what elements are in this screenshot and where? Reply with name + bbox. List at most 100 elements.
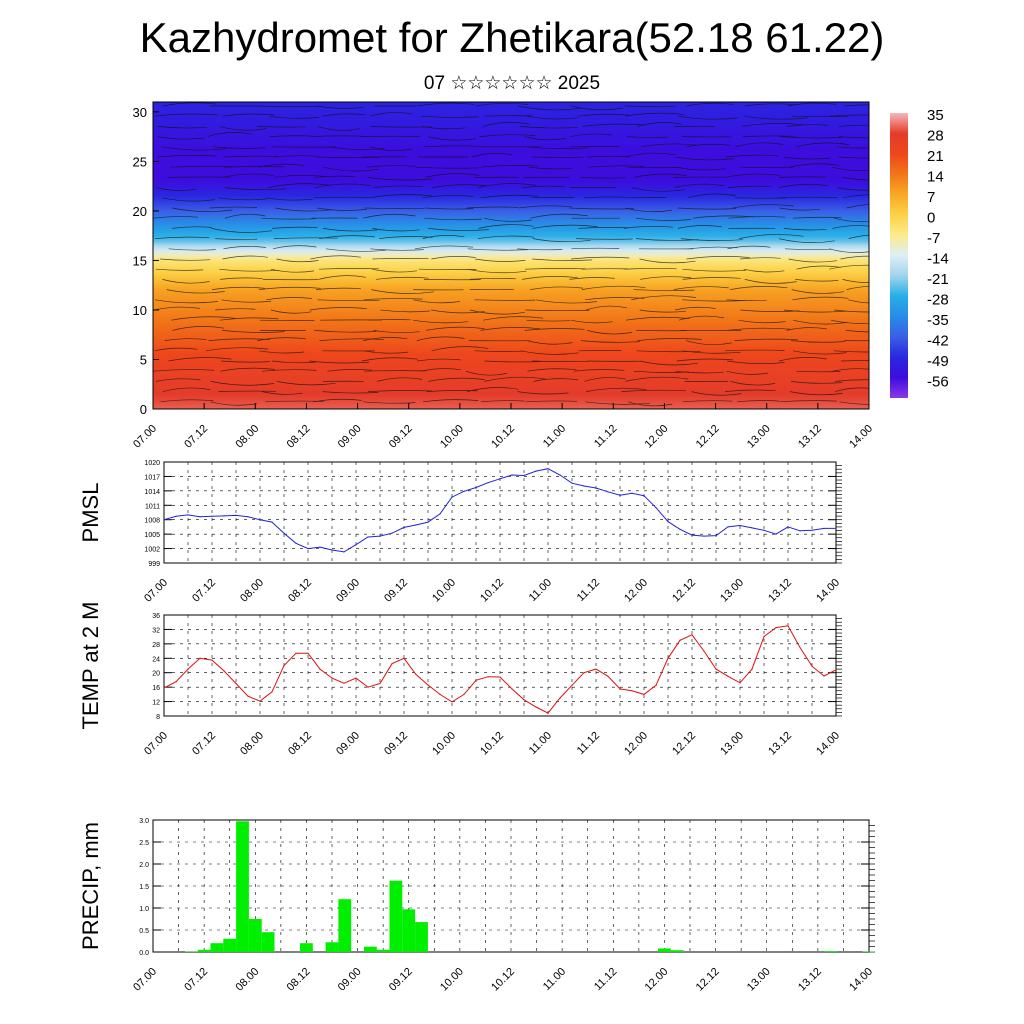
temp-point (835, 669, 837, 671)
streamline (530, 213, 588, 219)
pmsl-point (607, 491, 609, 493)
streamline (783, 309, 847, 313)
streamline (628, 401, 673, 407)
streamline (525, 268, 586, 270)
streamline (223, 166, 285, 168)
streamline (685, 340, 732, 346)
streamline (580, 340, 641, 343)
precip-bar (658, 948, 671, 952)
grid (163, 614, 837, 717)
x-tick-label: 10.12 (478, 577, 506, 605)
streamline (640, 143, 698, 148)
pmsl-point (211, 515, 213, 517)
streamline (223, 155, 279, 158)
streamline (837, 187, 869, 191)
streamline (779, 357, 827, 362)
streamline (570, 256, 630, 260)
pmsl-point (247, 516, 249, 518)
x-tick-label: 13.00 (745, 966, 773, 994)
temp-point (535, 706, 537, 708)
streamline (274, 174, 324, 178)
streamline (789, 163, 839, 168)
streamline (633, 289, 695, 291)
x-tick-label: 11.00 (527, 577, 554, 604)
streamline (162, 197, 216, 202)
x-tick-label: 11.00 (541, 423, 568, 450)
pmsl-point (271, 521, 273, 523)
temp-point (547, 712, 549, 714)
y-tick-label: 25 (133, 154, 147, 169)
streamline (522, 276, 578, 280)
streamline (792, 216, 842, 219)
streamline (625, 316, 690, 321)
streamline (570, 133, 613, 137)
streamline (728, 216, 786, 219)
x-tick-label: 12.00 (643, 423, 671, 451)
streamline (224, 213, 266, 219)
precip-bar (364, 946, 377, 952)
temp-point (235, 682, 237, 685)
streamline (373, 330, 420, 334)
pmsl-point (715, 534, 717, 537)
streamline (791, 289, 845, 294)
streamline (363, 337, 408, 341)
temp-point (475, 679, 477, 681)
streamline (363, 401, 416, 404)
temp-point (727, 675, 729, 677)
temp-point (799, 646, 801, 649)
x-tick-label: 08.12 (286, 730, 314, 758)
streamline (829, 248, 869, 253)
pmsl-point (835, 527, 837, 529)
streamline (317, 126, 361, 131)
temp-point (679, 639, 681, 641)
streamline (848, 234, 869, 239)
streamline (571, 105, 623, 111)
colorbar-label: -35 (927, 312, 949, 329)
streamline (476, 102, 529, 107)
streamline (520, 126, 578, 129)
streamline (838, 124, 869, 127)
temp-point (439, 693, 441, 695)
temp-point (751, 668, 753, 670)
temp-point (667, 657, 669, 659)
streamline (317, 299, 380, 302)
streamline (842, 177, 869, 181)
y-tick-label: 1.5 (139, 884, 149, 891)
streamline (162, 279, 210, 284)
streamline (680, 238, 743, 241)
heatmap-fill (153, 102, 869, 409)
streamline (220, 367, 276, 372)
streamline (573, 369, 625, 372)
colorbar-label: 0 (927, 210, 935, 227)
streamline (160, 399, 214, 403)
streamline (422, 195, 474, 199)
streamline (315, 287, 361, 290)
streamline (639, 258, 696, 264)
streamline (531, 360, 589, 362)
streamline (724, 389, 776, 392)
streamline (474, 350, 524, 352)
streamline (259, 350, 305, 354)
streamline (314, 196, 370, 199)
precip-bar (210, 943, 224, 952)
streamline (466, 268, 527, 274)
streamline (636, 217, 691, 221)
y-tick-label: 2.0 (139, 862, 149, 869)
streamline (793, 319, 848, 325)
pmsl-point (487, 482, 489, 484)
streamline (211, 228, 273, 233)
streamline (832, 225, 869, 229)
streamline (535, 299, 598, 304)
streamline (427, 136, 477, 141)
temp-point (739, 682, 741, 684)
streamline (210, 381, 275, 386)
temp-point (655, 684, 657, 686)
temp-point (523, 699, 525, 701)
temp-point (199, 657, 201, 659)
streamline (431, 184, 487, 188)
streamline (525, 146, 589, 149)
streamline (527, 340, 573, 345)
pmsl-point (559, 474, 561, 476)
streamline (318, 275, 366, 280)
streamline (528, 166, 573, 170)
